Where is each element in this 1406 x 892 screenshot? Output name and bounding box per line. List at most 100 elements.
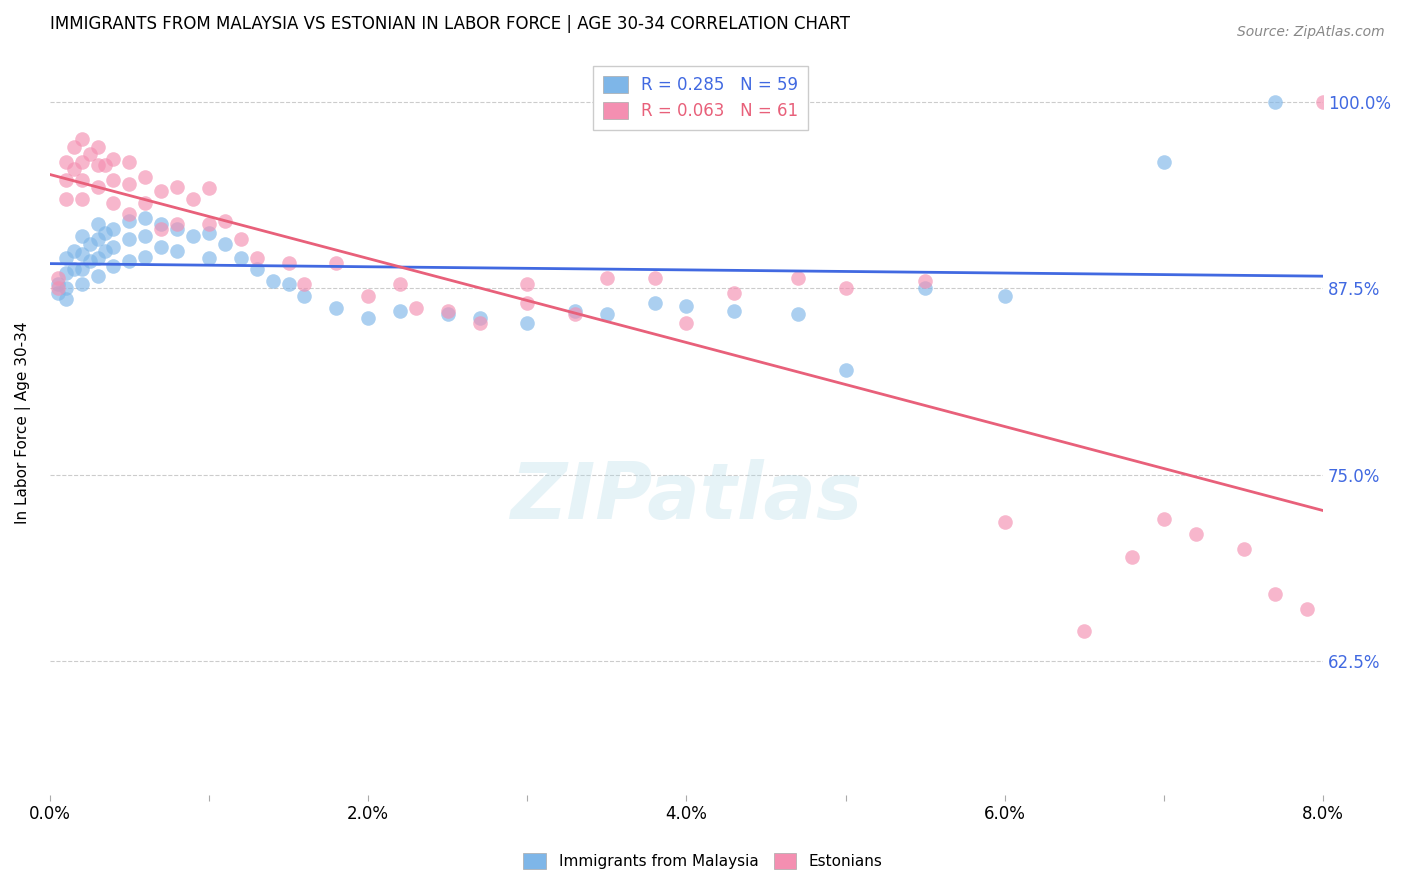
- Y-axis label: In Labor Force | Age 30-34: In Labor Force | Age 30-34: [15, 321, 31, 524]
- Point: [277, 277, 299, 291]
- Point: [70, 277, 93, 291]
- Point: [1264, 95, 1286, 109]
- Point: [86, 232, 108, 246]
- Point: [1073, 624, 1095, 639]
- Point: [70, 172, 93, 186]
- Point: [86, 269, 108, 284]
- Point: [166, 244, 188, 258]
- Point: [181, 192, 204, 206]
- Point: [181, 229, 204, 244]
- Point: [86, 252, 108, 266]
- Point: [436, 303, 458, 318]
- Point: [644, 271, 666, 285]
- Point: [94, 158, 117, 172]
- Point: [134, 169, 156, 184]
- Point: [564, 307, 586, 321]
- Point: [166, 180, 188, 194]
- Point: [62, 162, 84, 177]
- Point: [644, 296, 666, 310]
- Point: [994, 516, 1017, 530]
- Point: [325, 256, 347, 270]
- Point: [86, 180, 108, 194]
- Point: [1121, 549, 1143, 564]
- Point: [564, 303, 586, 318]
- Point: [1153, 512, 1175, 526]
- Point: [834, 363, 856, 377]
- Point: [786, 271, 808, 285]
- Point: [55, 172, 77, 186]
- Point: [914, 274, 936, 288]
- Point: [246, 252, 269, 266]
- Point: [86, 139, 108, 153]
- Point: [118, 214, 141, 228]
- Point: [723, 303, 745, 318]
- Point: [468, 316, 491, 330]
- Point: [198, 217, 221, 231]
- Point: [1232, 542, 1254, 557]
- Legend: R = 0.285   N = 59, R = 0.063   N = 61: R = 0.285 N = 59, R = 0.063 N = 61: [593, 66, 808, 130]
- Point: [134, 229, 156, 244]
- Point: [118, 154, 141, 169]
- Text: IMMIGRANTS FROM MALAYSIA VS ESTONIAN IN LABOR FORCE | AGE 30-34 CORRELATION CHAR: IMMIGRANTS FROM MALAYSIA VS ESTONIAN IN …: [49, 15, 849, 33]
- Point: [103, 221, 125, 235]
- Point: [723, 285, 745, 300]
- Point: [229, 232, 252, 246]
- Point: [103, 259, 125, 273]
- Point: [70, 132, 93, 146]
- Point: [134, 211, 156, 226]
- Point: [79, 236, 101, 251]
- Point: [405, 301, 427, 315]
- Point: [150, 185, 173, 199]
- Point: [46, 281, 69, 295]
- Point: [62, 139, 84, 153]
- Point: [134, 250, 156, 264]
- Point: [79, 147, 101, 161]
- Point: [134, 196, 156, 211]
- Point: [150, 221, 173, 235]
- Point: [516, 316, 538, 330]
- Point: [55, 252, 77, 266]
- Point: [596, 271, 619, 285]
- Point: [62, 261, 84, 276]
- Point: [166, 217, 188, 231]
- Point: [118, 254, 141, 268]
- Point: [103, 152, 125, 166]
- Point: [150, 217, 173, 231]
- Point: [914, 281, 936, 295]
- Text: ZIPatlas: ZIPatlas: [510, 459, 862, 535]
- Point: [70, 192, 93, 206]
- Point: [62, 244, 84, 258]
- Point: [103, 172, 125, 186]
- Point: [103, 196, 125, 211]
- Point: [55, 281, 77, 295]
- Point: [1264, 587, 1286, 601]
- Point: [46, 277, 69, 291]
- Point: [786, 307, 808, 321]
- Point: [277, 256, 299, 270]
- Point: [388, 303, 411, 318]
- Point: [55, 154, 77, 169]
- Point: [86, 217, 108, 231]
- Point: [70, 154, 93, 169]
- Point: [468, 311, 491, 326]
- Point: [70, 229, 93, 244]
- Point: [118, 177, 141, 191]
- Point: [229, 252, 252, 266]
- Point: [294, 277, 316, 291]
- Point: [55, 292, 77, 306]
- Point: [94, 244, 117, 258]
- Point: [675, 299, 697, 313]
- Point: [86, 158, 108, 172]
- Point: [388, 277, 411, 291]
- Point: [198, 181, 221, 195]
- Point: [1296, 601, 1319, 615]
- Point: [262, 274, 284, 288]
- Point: [198, 252, 221, 266]
- Point: [166, 221, 188, 235]
- Point: [357, 289, 380, 303]
- Point: [1184, 527, 1206, 541]
- Point: [246, 261, 269, 276]
- Point: [79, 254, 101, 268]
- Point: [70, 247, 93, 261]
- Point: [55, 267, 77, 281]
